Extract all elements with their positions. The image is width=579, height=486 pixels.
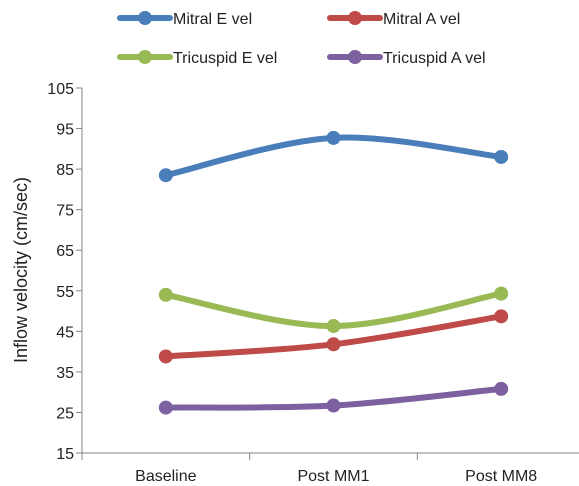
x-tick-label-post-mm1: Post MM1 [297, 468, 369, 485]
y-tick-label: 65 [56, 243, 74, 260]
data-point-tricuspid-e-vel-baseline [158, 287, 173, 302]
data-point-mitral-a-vel-post-mm8 [494, 309, 509, 324]
series-tricuspid-e-vel [158, 286, 509, 334]
y-tick-label: 15 [56, 446, 74, 463]
data-point-mitral-e-vel-post-mm1 [326, 130, 341, 145]
data-point-tricuspid-e-vel-post-mm1 [326, 319, 341, 334]
legend-marker [348, 11, 362, 25]
data-point-mitral-e-vel-post-mm8 [494, 149, 509, 164]
x-tick-label-post-mm8: Post MM8 [465, 468, 537, 485]
chart-series [158, 130, 509, 415]
series-mitral-e-vel [158, 130, 509, 183]
legend-item-tricuspid-e-vel: Tricuspid E vel [117, 50, 277, 67]
y-tick-label: 85 [56, 162, 74, 179]
y-tick-label: 55 [56, 284, 74, 301]
y-tick-label: 105 [47, 81, 74, 98]
data-point-mitral-a-vel-post-mm1 [326, 337, 341, 352]
y-tick-label: 45 [56, 324, 74, 341]
legend-marker [138, 50, 152, 64]
legend-item-mitral-a-vel: Mitral A vel [327, 11, 460, 28]
legend-label: Tricuspid E vel [173, 50, 277, 67]
legend-item-tricuspid-a-vel: Tricuspid A vel [327, 50, 486, 67]
y-tick-label: 95 [56, 122, 74, 139]
chart-legend: Mitral E vel Mitral A vel Tricuspid E vel T… [117, 11, 486, 67]
x-tick-label-baseline: Baseline [135, 468, 196, 485]
legend-label: Mitral A vel [383, 11, 460, 28]
legend-item-mitral-e-vel: Mitral E vel [117, 11, 252, 28]
data-point-tricuspid-a-vel-baseline [158, 400, 173, 415]
data-point-tricuspid-e-vel-post-mm8 [494, 286, 509, 301]
data-point-tricuspid-a-vel-post-mm8 [494, 381, 509, 396]
chart-axes: 15 25 35 45 55 65 75 85 95 105 Baseline Post MM1 Pos… [47, 81, 579, 485]
legend-label: Tricuspid A vel [383, 50, 486, 67]
y-tick-label: 75 [56, 203, 74, 220]
legend-marker [138, 11, 152, 25]
legend-marker [348, 50, 362, 64]
data-point-mitral-e-vel-baseline [158, 168, 173, 183]
legend-label: Mitral E vel [173, 11, 252, 28]
y-tick-label: 35 [56, 365, 74, 382]
y-axis-title: Inflow velocity (cm/sec) [11, 177, 31, 363]
data-point-mitral-a-vel-baseline [158, 349, 173, 364]
y-tick-label: 25 [56, 405, 74, 422]
data-point-tricuspid-a-vel-post-mm1 [326, 398, 341, 413]
series-tricuspid-a-vel [158, 381, 509, 415]
series-mitral-a-vel [158, 309, 509, 364]
